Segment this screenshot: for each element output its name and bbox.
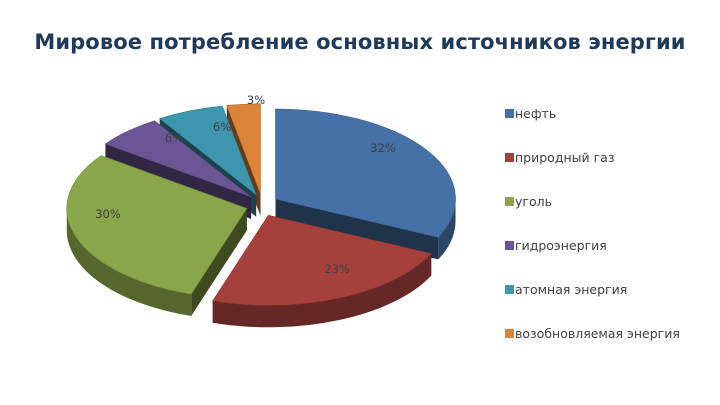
legend-swatch (505, 153, 514, 162)
pie-slice-6 (226, 103, 261, 194)
legend-swatch (505, 329, 514, 338)
slice-value-label: 30% (95, 207, 121, 221)
slice-side (212, 253, 432, 328)
legend-swatch (505, 197, 514, 206)
legend-item: возобновляемая энергия (505, 325, 715, 369)
slice-value-label: 3% (247, 93, 265, 107)
legend-item: гидроэнергия (505, 237, 715, 281)
legend-item: нефть (505, 105, 715, 149)
legend-item: уголь (505, 193, 715, 237)
legend-label: гидроэнергия (515, 238, 607, 253)
pie-slice-2 (212, 214, 432, 306)
pie-slice-5 (159, 105, 257, 196)
pie-labels: 32% 23% 30% 6% 6% 3% (95, 93, 396, 276)
pie-slice-1 (275, 108, 456, 238)
slice-side (66, 208, 192, 317)
pie-slice-3 (66, 155, 248, 295)
slice-value-label: 23% (324, 262, 350, 276)
legend-item: природный газ (505, 149, 715, 193)
legend-label: возобновляемая энергия (515, 326, 680, 341)
slice-value-label: 6% (165, 131, 183, 145)
slice-wall (191, 208, 247, 317)
legend-label: природный газ (515, 150, 615, 165)
slice-value-label: 6% (213, 120, 231, 134)
slice-side (438, 198, 456, 260)
pie-slice-4 (104, 120, 252, 198)
legend-label: уголь (515, 194, 552, 209)
legend-label: атомная энергия (515, 282, 628, 297)
legend-swatch (505, 285, 514, 294)
pie-slices (66, 103, 456, 306)
slice-value-label: 32% (370, 141, 396, 155)
legend-swatch (505, 241, 514, 250)
slice-wall (275, 198, 439, 260)
legend: нефть природный газ уголь гидроэнергия атомн… (505, 105, 715, 369)
legend-swatch (505, 109, 514, 118)
legend-item: атомная энергия (505, 281, 715, 325)
legend-label: нефть (515, 106, 557, 121)
chart-title: Мировое потребление основных источников … (34, 30, 686, 54)
